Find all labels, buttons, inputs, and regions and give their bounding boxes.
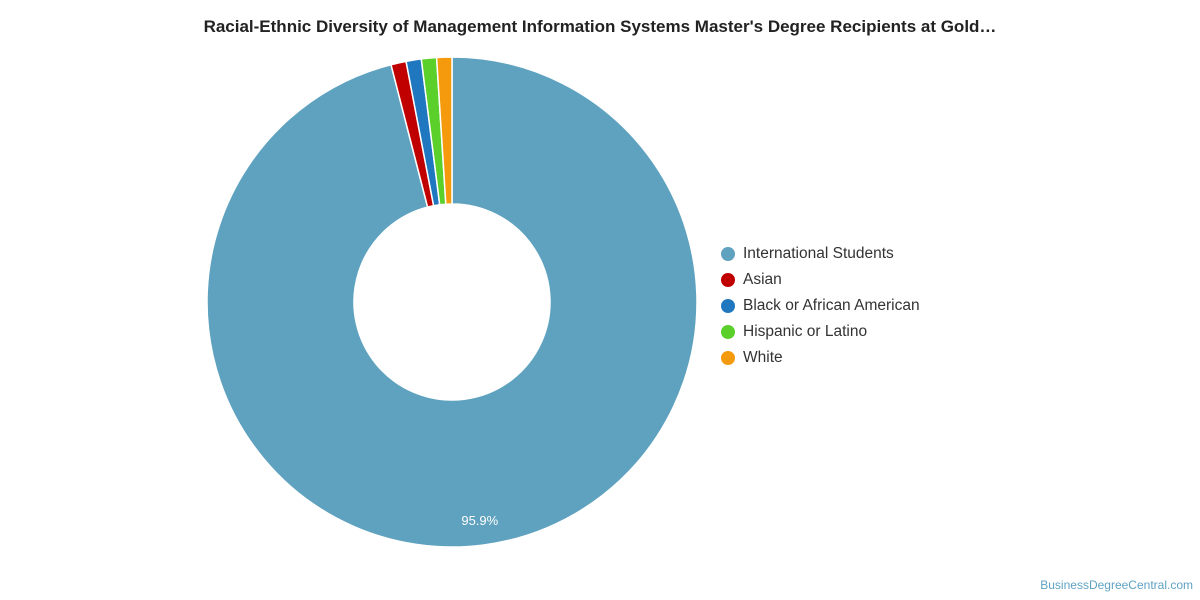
legend-swatch bbox=[721, 351, 735, 365]
site-credit[interactable]: BusinessDegreeCentral.com bbox=[1040, 578, 1193, 592]
slice-white[interactable] bbox=[435, 56, 453, 205]
legend-label: Asian bbox=[743, 271, 782, 288]
chart-title: Racial-Ethnic Diversity of Management In… bbox=[203, 17, 997, 36]
data-label-international-students: 95.9% bbox=[461, 513, 498, 528]
legend-swatch bbox=[721, 325, 735, 339]
legend-label: International Students bbox=[743, 245, 894, 262]
legend-swatch bbox=[721, 273, 735, 287]
legend-item-international-students[interactable]: International Students bbox=[721, 241, 920, 267]
legend-item-white[interactable]: White bbox=[721, 345, 920, 371]
legend-item-asian[interactable]: Asian bbox=[721, 267, 920, 293]
legend-label: Hispanic or Latino bbox=[743, 323, 868, 340]
legend-swatch bbox=[721, 247, 735, 261]
legend-item-hispanic-or-latino[interactable]: Hispanic or Latino bbox=[721, 319, 920, 345]
legend: International Students Asian Black or Afri… bbox=[721, 241, 920, 371]
slice-international-students[interactable] bbox=[206, 56, 698, 548]
legend-label: White bbox=[743, 349, 783, 366]
legend-label: Black or African American bbox=[743, 297, 920, 314]
legend-item-black-or-african-american[interactable]: Black or African American bbox=[721, 293, 920, 319]
legend-swatch bbox=[721, 299, 735, 313]
